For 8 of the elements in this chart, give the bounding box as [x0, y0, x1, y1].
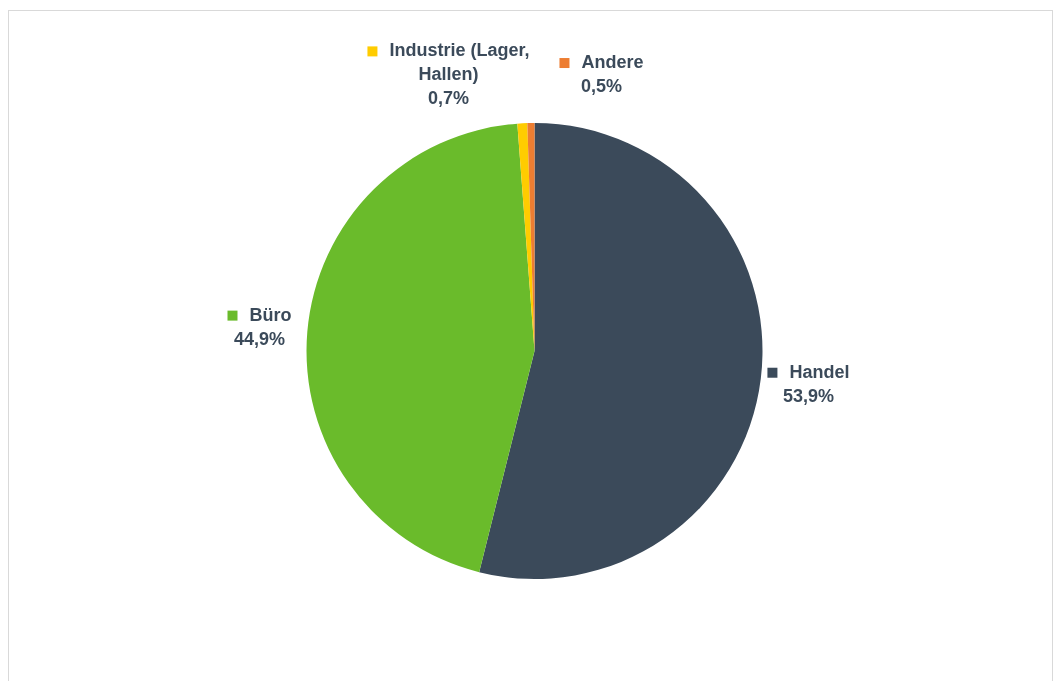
legend-label: Handel	[789, 361, 850, 382]
legend-label: Industrie (Lager, Hallen)	[389, 40, 530, 85]
data-label: 44,9%	[233, 328, 286, 349]
data-label: 53,9%	[782, 385, 834, 406]
data-label: 0,5%	[580, 76, 622, 96]
legend-label: Andere	[581, 52, 644, 72]
data-label: 0,7%	[427, 88, 469, 109]
legend-label: Büro	[249, 304, 292, 325]
